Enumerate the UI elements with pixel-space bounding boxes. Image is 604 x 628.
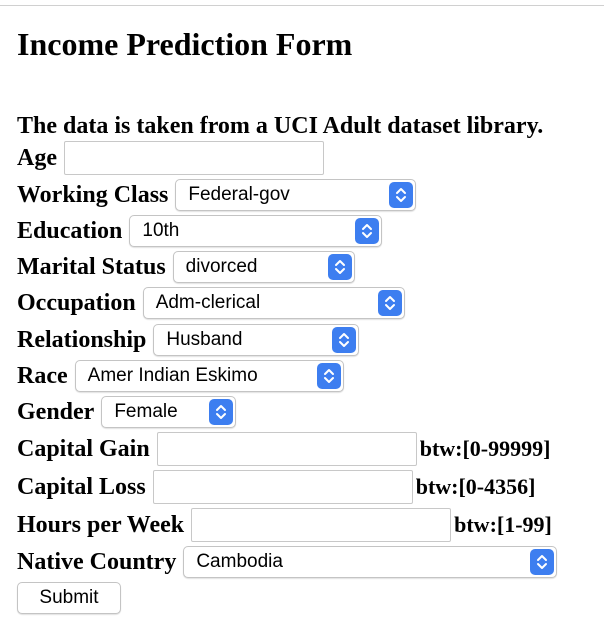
native-country-value: Cambodia: [196, 551, 283, 572]
working-class-value: Federal-gov: [188, 184, 290, 205]
occupation-value: Adm-clerical: [155, 292, 261, 313]
capital-loss-input[interactable]: [152, 470, 413, 504]
marital-status-select[interactable]: divorced: [172, 251, 355, 283]
capital-gain-row: Capital Gain btw:[0-99999]: [17, 432, 551, 466]
gender-label: Gender: [17, 399, 95, 425]
capital-loss-row: Capital Loss btw:[0-4356]: [17, 470, 536, 504]
up-down-chevron-icon: [530, 549, 555, 575]
education-value: 10th: [142, 220, 180, 241]
age-row: Age: [17, 141, 324, 175]
occupation-select[interactable]: Adm-clerical: [142, 287, 405, 319]
capital-gain-label: Capital Gain: [17, 436, 150, 462]
race-select[interactable]: Amer Indian Eskimo: [74, 360, 344, 392]
relationship-row: Relationship Husband: [17, 324, 360, 356]
marital-status-label: Marital Status: [17, 254, 166, 280]
up-down-chevron-icon: [327, 254, 352, 280]
native-country-row: Native Country Cambodia: [17, 546, 558, 578]
page-title: Income Prediction Form: [17, 26, 353, 62]
gender-select[interactable]: Female: [101, 396, 237, 428]
occupation-label: Occupation: [17, 290, 136, 316]
hours-per-week-input[interactable]: [191, 508, 452, 542]
education-row: Education 10th: [17, 215, 383, 247]
capital-loss-label: Capital Loss: [17, 474, 146, 500]
working-class-select[interactable]: Federal-gov: [175, 179, 417, 211]
up-down-chevron-icon: [377, 290, 402, 316]
up-down-chevron-icon: [332, 327, 357, 353]
top-divider: [0, 5, 604, 6]
up-down-chevron-icon: [316, 363, 341, 389]
up-down-chevron-icon: [355, 218, 380, 244]
race-value: Amer Indian Eskimo: [87, 365, 258, 386]
hours-per-week-row: Hours per Week btw:[1-99]: [17, 508, 552, 542]
working-class-label: Working Class: [17, 182, 169, 208]
education-select[interactable]: 10th: [129, 215, 383, 247]
capital-gain-input[interactable]: [156, 432, 417, 466]
age-label: Age: [17, 145, 57, 171]
marital-status-row: Marital Status divorced: [17, 251, 355, 283]
gender-value: Female: [114, 401, 178, 422]
capital-gain-range-hint: btw:[0-99999]: [419, 436, 551, 461]
age-input[interactable]: [63, 141, 324, 175]
working-class-row: Working Class Federal-gov: [17, 179, 417, 211]
race-row: Race Amer Indian Eskimo: [17, 360, 344, 392]
relationship-label: Relationship: [17, 327, 147, 353]
relationship-value: Husband: [166, 329, 243, 350]
marital-status-value: divorced: [185, 256, 258, 277]
gender-row: Gender Female: [17, 396, 237, 428]
native-country-select[interactable]: Cambodia: [183, 546, 558, 578]
hours-per-week-label: Hours per Week: [17, 512, 185, 538]
hours-per-week-range-hint: btw:[1-99]: [454, 512, 552, 537]
submit-button[interactable]: Submit: [17, 582, 121, 614]
up-down-chevron-icon: [389, 182, 414, 208]
up-down-chevron-icon: [209, 399, 234, 425]
form-subtitle: The data is taken from a UCI Adult datas…: [17, 113, 544, 139]
occupation-row: Occupation Adm-clerical: [17, 287, 405, 319]
capital-loss-range-hint: btw:[0-4356]: [415, 474, 536, 499]
relationship-select[interactable]: Husband: [153, 324, 360, 356]
education-label: Education: [17, 218, 123, 244]
race-label: Race: [17, 363, 68, 389]
native-country-label: Native Country: [17, 549, 177, 575]
